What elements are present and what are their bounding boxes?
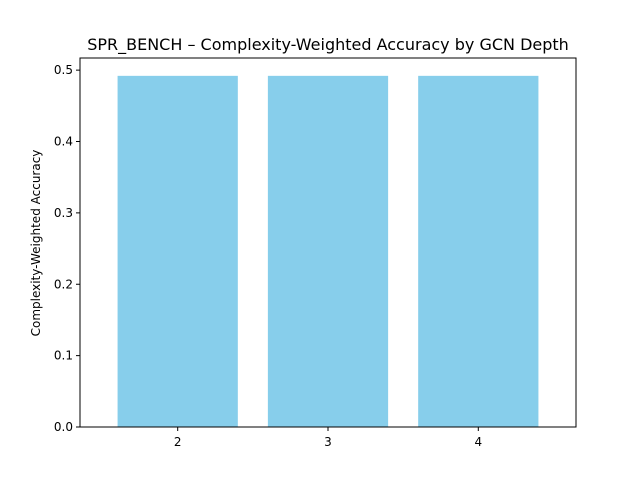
chart-title: SPR_BENCH – Complexity-Weighted Accuracy… xyxy=(87,35,569,55)
y-axis-label: Complexity-Weighted Accuracy xyxy=(29,150,43,337)
y-tick-label: 0.5 xyxy=(54,63,73,77)
y-tick-label: 0.4 xyxy=(54,135,73,149)
bar-4 xyxy=(418,75,539,428)
x-tick-label: 3 xyxy=(324,435,332,449)
axes-group: 0.0 0.1 0.2 0.3 0.4 0.5 2 3 4 xyxy=(54,57,577,449)
y-tick-label: 0.2 xyxy=(54,277,73,291)
x-tick-label: 2 xyxy=(174,435,182,449)
x-tick-label: 4 xyxy=(474,435,482,449)
bar-2 xyxy=(117,75,238,428)
bars-group xyxy=(117,75,539,428)
bar-3 xyxy=(267,75,389,428)
y-tick-label: 0.1 xyxy=(54,349,73,363)
y-tick-label: 0.0 xyxy=(54,420,73,434)
y-tick-label: 0.3 xyxy=(54,206,73,220)
